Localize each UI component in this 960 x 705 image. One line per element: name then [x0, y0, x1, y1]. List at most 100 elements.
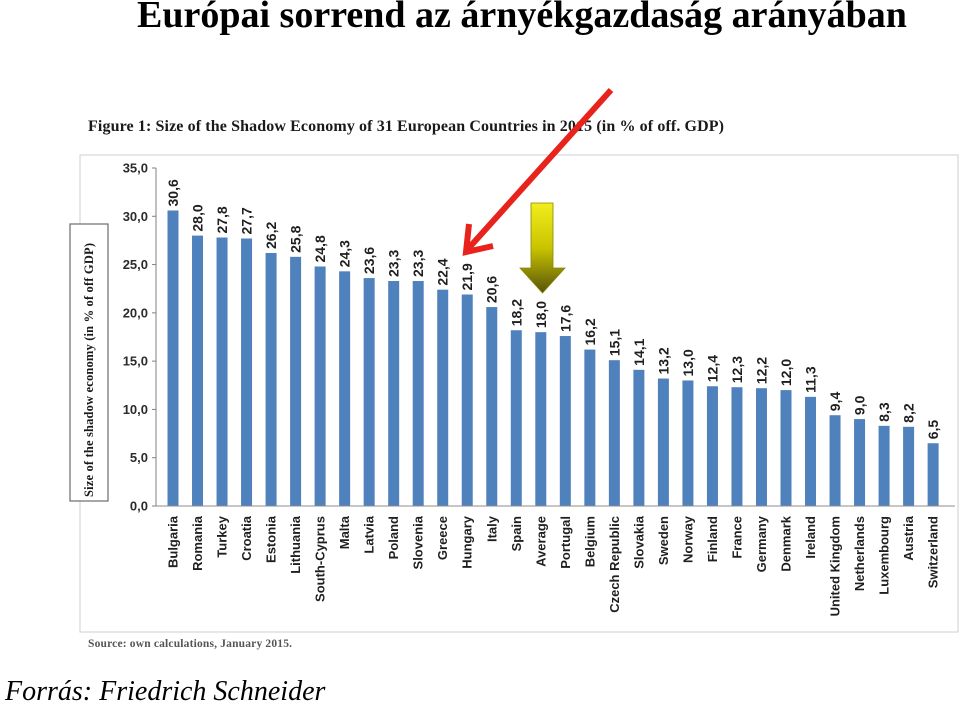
category-label-austria: Austria [901, 515, 916, 561]
category-label-estonia: Estonia [264, 515, 279, 563]
bar-latvia [363, 278, 375, 506]
category-label-denmark: Denmark [779, 515, 794, 571]
bar-malta [339, 271, 351, 506]
arrow-down-icon [519, 202, 566, 294]
bar-denmark [780, 390, 792, 506]
bar-belgium [584, 349, 596, 506]
value-label-slovenia: 23,3 [410, 250, 426, 277]
bar-slovenia [412, 280, 424, 506]
category-label-bulgaria: Bulgaria [166, 515, 181, 568]
bar-estonia [265, 252, 277, 506]
bar-poland [388, 280, 400, 506]
bar-romania [192, 235, 204, 506]
y-tick-label-30: 30,0 [123, 209, 148, 224]
category-label-ireland: Ireland [803, 516, 818, 559]
bar-hungary [461, 294, 473, 506]
bar-norway [682, 380, 694, 506]
shadow-economy-bar-chart: 0,0 5,0 10,0 15,0 20,0 25,0 30,0 35,0 30,6 28,0 2… [123, 161, 955, 616]
value-label-greece: 22,4 [435, 258, 451, 285]
y-tick-label-15: 15,0 [123, 354, 148, 369]
bar-spain [510, 330, 522, 506]
category-label-germany: Germany [754, 515, 769, 572]
value-label-croatia: 27,7 [239, 207, 255, 234]
red-arrow-shaft [464, 87, 614, 253]
category-label-switzerland: Switzerland [926, 516, 941, 588]
source-credit: Forrás: Friedrich Schneider [4, 676, 325, 705]
category-label-turkey: Turkey [215, 515, 230, 557]
value-label-south-cyprus: 24,8 [312, 235, 328, 262]
category-label-spain: Spain [509, 516, 524, 551]
category-label-latvia: Latvia [362, 515, 377, 553]
value-label-malta: 24,3 [337, 240, 353, 267]
category-label-poland: Poland [386, 516, 401, 559]
value-label-ireland: 11,3 [803, 366, 819, 393]
value-label-germany: 12,2 [753, 357, 769, 384]
category-label-czech-republic: Czech Republic [607, 516, 622, 613]
bar-croatia [241, 238, 253, 506]
value-label-luxembourg: 8,3 [876, 402, 892, 422]
bar-portugal [559, 336, 571, 506]
bar-germany [755, 388, 767, 506]
red-arrow-head [462, 223, 494, 256]
y-axis-title-box: Size of the shadow economy (in % of off … [69, 223, 109, 502]
value-label-hungary: 21,9 [459, 263, 475, 290]
category-label-portugal: Portugal [558, 516, 573, 569]
bar-lithuania [290, 256, 302, 506]
category-label-finland: Finland [705, 516, 720, 562]
category-label-belgium: Belgium [582, 516, 597, 567]
value-label-bulgaria: 30,6 [165, 179, 181, 206]
category-label-france: France [729, 516, 744, 559]
y-tick-label-25: 25,0 [123, 257, 148, 272]
y-tick-label-20: 20,0 [123, 305, 148, 320]
category-label-lithuania: Lithuania [288, 515, 303, 574]
category-labels: Bulgaria Romania Turkey Croatia Estonia Lithu… [166, 515, 941, 616]
value-label-estonia: 26,2 [263, 222, 279, 249]
value-label-poland: 23,3 [386, 250, 402, 277]
value-label-denmark: 12,0 [778, 359, 794, 386]
bar-finland [706, 386, 718, 506]
bar-luxembourg [878, 425, 890, 506]
value-label-belgium: 16,2 [582, 318, 598, 345]
bar-slovakia [633, 369, 645, 506]
arrow-down-left-icon [462, 87, 614, 256]
bar-united-kingdom [829, 415, 841, 506]
value-label-finland: 12,4 [704, 355, 720, 382]
y-tick-label-0: 0,0 [130, 499, 148, 514]
value-label-czech-republic: 15,1 [606, 329, 622, 356]
y-tick-label-10: 10,0 [123, 402, 148, 417]
bar-italy [486, 307, 498, 506]
value-label-sweden: 13,2 [655, 347, 671, 374]
category-label-sweden: Sweden [656, 516, 671, 565]
category-label-slovakia: Slovakia [631, 515, 646, 569]
category-label-united-kingdom: United Kingdom [828, 516, 843, 616]
value-label-turkey: 27,8 [214, 206, 230, 233]
bar-czech-republic [608, 360, 620, 506]
category-label-hungary: Hungary [460, 515, 475, 569]
value-labels: 30,6 28,0 27,8 27,7 26,2 25,8 24,8 24,3 23,6 23,3… [165, 179, 941, 439]
bar-austria [903, 426, 915, 506]
value-label-netherlands: 9,0 [852, 395, 868, 415]
category-label-romania: Romania [190, 515, 205, 571]
value-label-norway: 13,0 [680, 349, 696, 376]
category-label-south-cyprus: South-Cyprus [313, 516, 328, 602]
y-axis-title-border [69, 223, 109, 502]
bar-france [731, 387, 743, 506]
bar-bulgaria [167, 210, 179, 507]
bar-switzerland [927, 443, 939, 506]
y-axis-title: Size of the shadow economy (in % of off … [82, 243, 96, 497]
value-label-spain: 18,2 [508, 299, 524, 326]
category-label-netherlands: Netherlands [852, 516, 867, 591]
slide-title: Európai sorrend az árnyékgazdaság arányá… [137, 0, 907, 36]
value-label-romania: 28,0 [190, 204, 206, 231]
category-label-croatia: Croatia [239, 515, 254, 561]
bar-ireland [805, 396, 817, 506]
bar-sweden [657, 378, 669, 506]
bar-turkey [216, 237, 228, 506]
y-axis-ticks: 0,0 5,0 10,0 15,0 20,0 25,0 30,0 35,0 [123, 161, 156, 514]
value-label-latvia: 23,6 [361, 247, 377, 274]
value-label-lithuania: 25,8 [288, 225, 304, 252]
bar-netherlands [854, 419, 866, 506]
category-label-norway: Norway [680, 515, 695, 563]
value-label-united-kingdom: 9,4 [827, 392, 843, 412]
